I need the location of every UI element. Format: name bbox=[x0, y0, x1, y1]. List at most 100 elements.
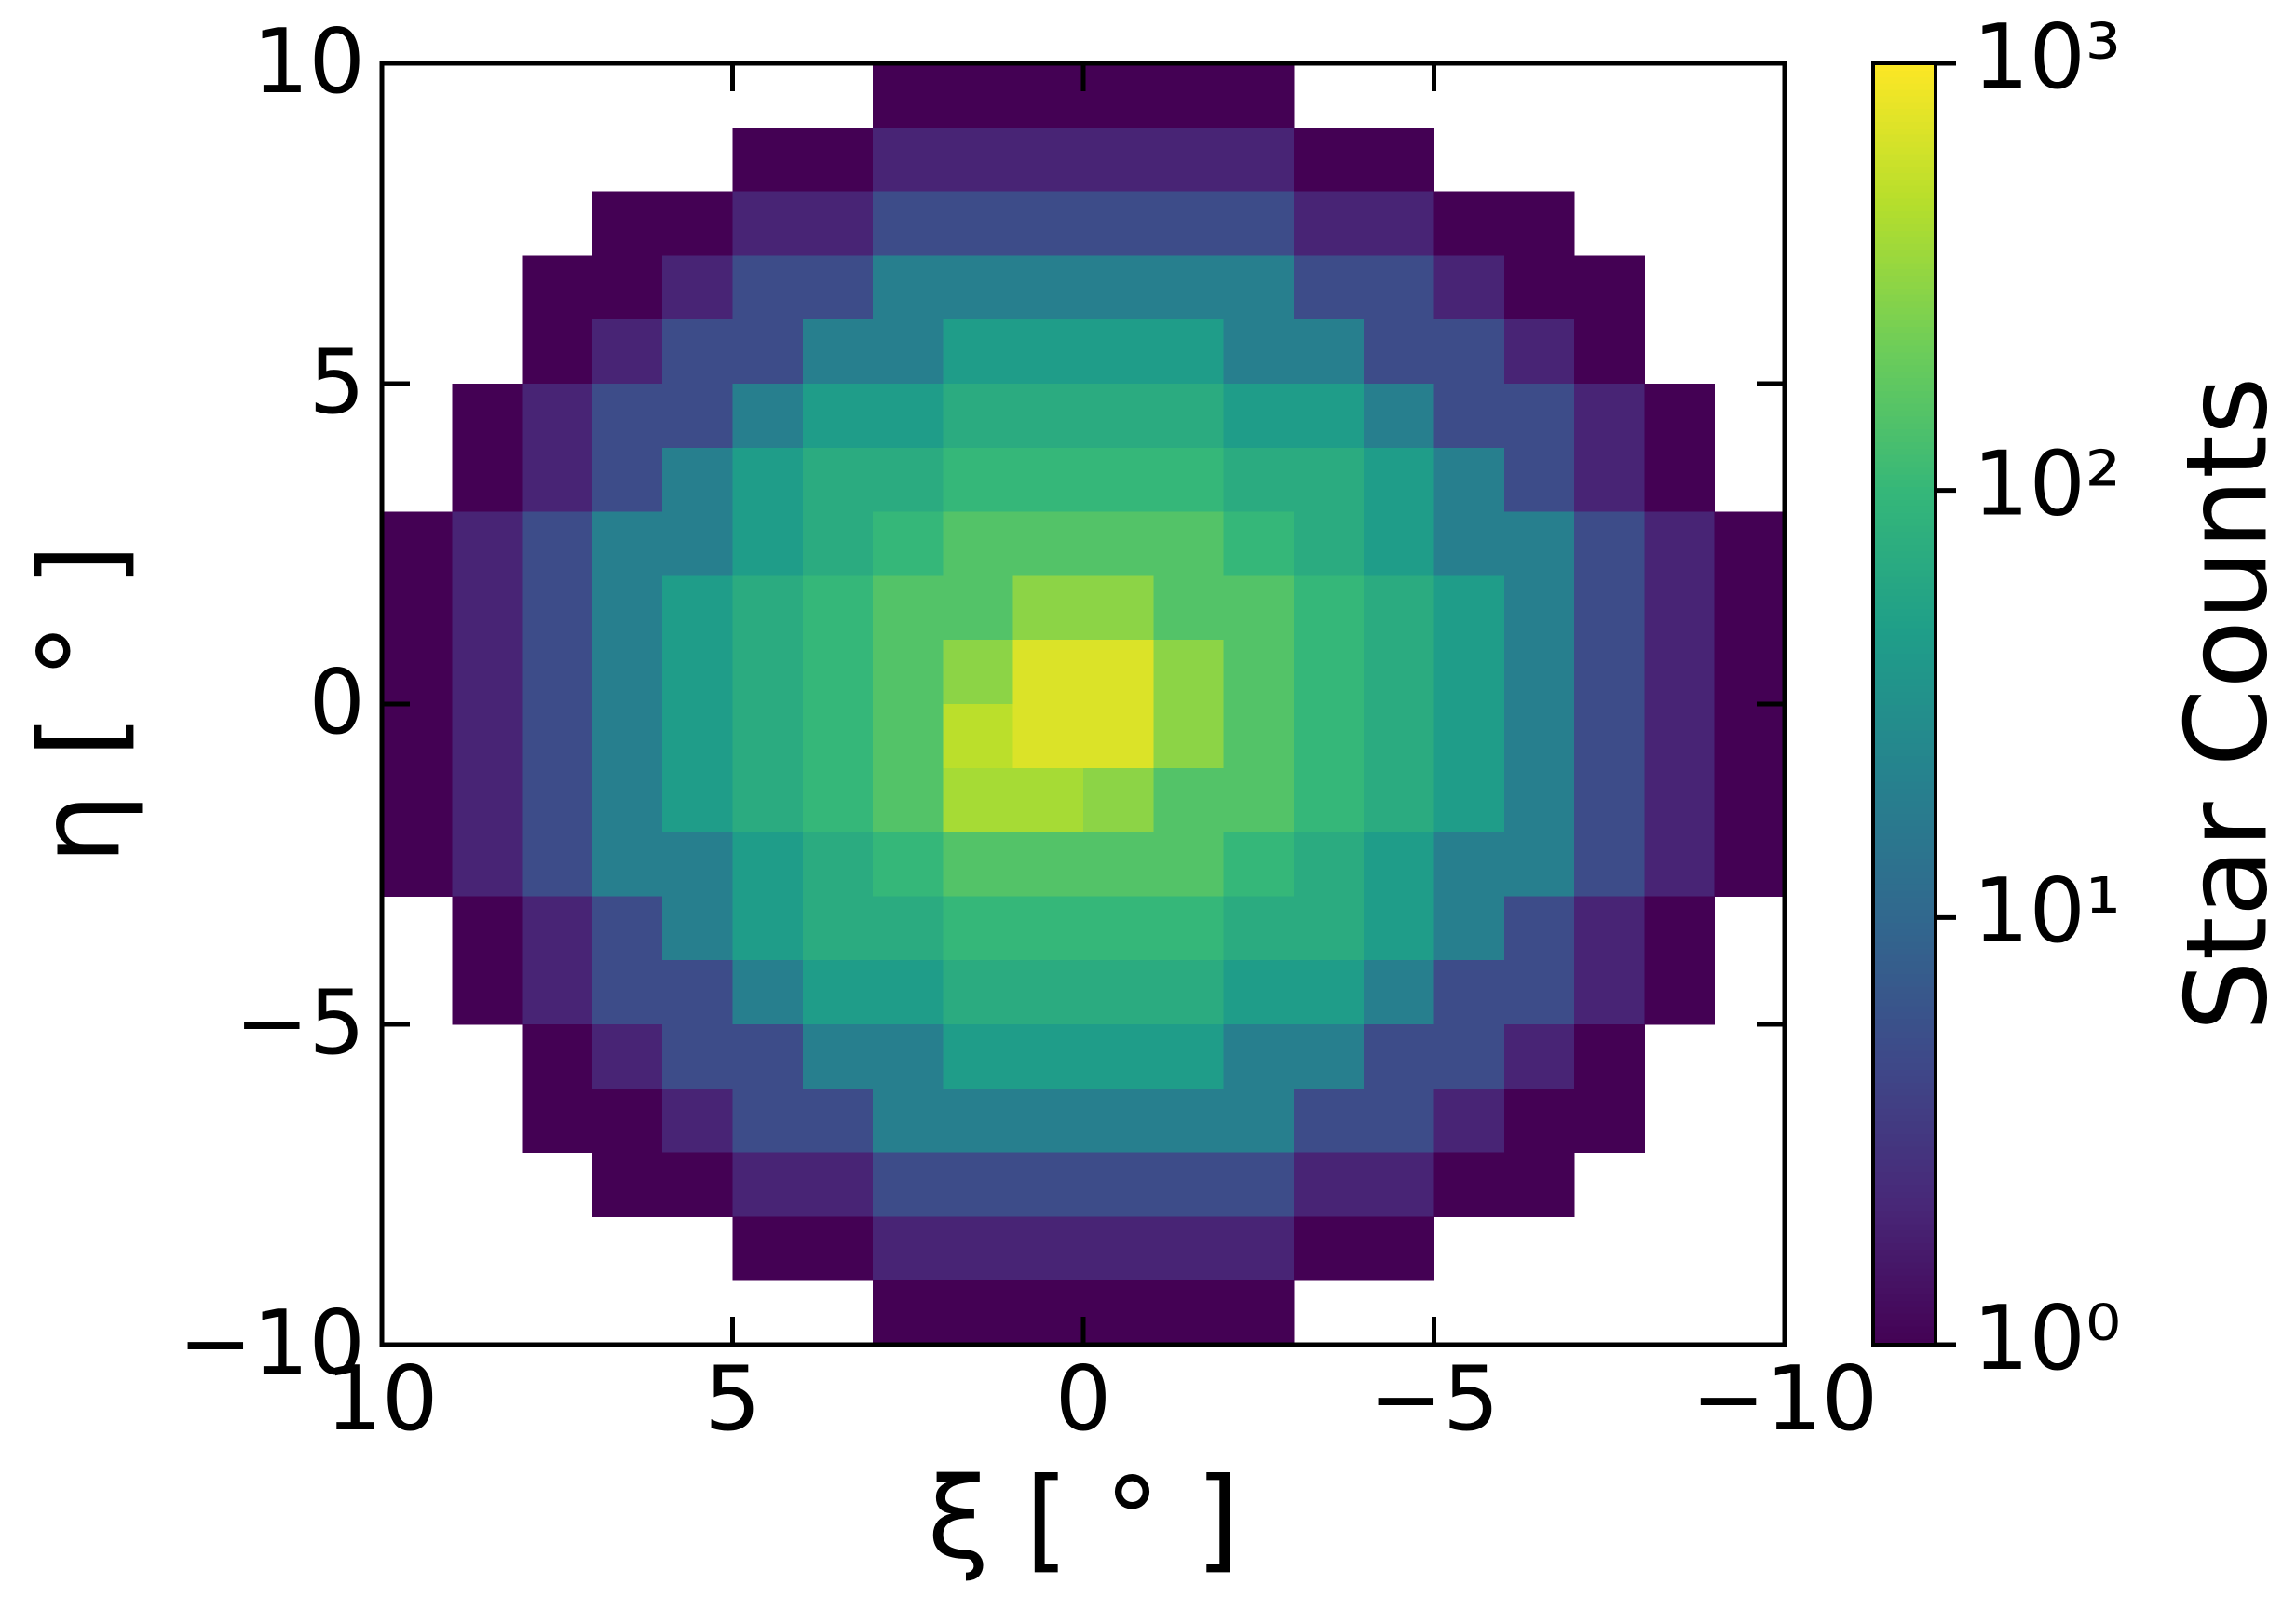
cell bbox=[1644, 704, 1716, 769]
colorbar-tick-label: 10⁰ bbox=[1973, 1288, 2121, 1390]
colorbar-slice bbox=[1873, 1254, 1936, 1263]
cell bbox=[1574, 1024, 1645, 1089]
cell bbox=[802, 704, 874, 769]
cell bbox=[662, 960, 733, 1025]
cell bbox=[1293, 319, 1365, 385]
cell bbox=[1503, 1152, 1575, 1217]
colorbar-slice bbox=[1873, 492, 1936, 500]
cell bbox=[1083, 127, 1154, 193]
cell bbox=[1714, 575, 1786, 641]
cell bbox=[1364, 384, 1434, 449]
colorbar-slice bbox=[1873, 1338, 1936, 1346]
colorbar-slice bbox=[1873, 108, 1936, 116]
cell bbox=[1223, 447, 1295, 513]
cell bbox=[943, 511, 1014, 576]
cell bbox=[1503, 896, 1575, 961]
cell bbox=[1083, 575, 1154, 641]
colorbar-slice bbox=[1873, 544, 1936, 551]
colorbar-slice bbox=[1873, 524, 1936, 533]
cell bbox=[732, 832, 804, 897]
cell bbox=[873, 127, 944, 193]
cell bbox=[1644, 960, 1716, 1025]
colorbar-slice bbox=[1873, 549, 1936, 558]
colorbar-slice bbox=[1873, 268, 1936, 277]
colorbar-slice bbox=[1873, 255, 1936, 264]
colorbar-slice bbox=[1873, 658, 1936, 667]
cell bbox=[1433, 767, 1505, 833]
colorbar-slice bbox=[1873, 985, 1936, 994]
cell bbox=[662, 191, 733, 256]
colorbar-slice bbox=[1873, 171, 1936, 180]
colorbar-slice bbox=[1873, 249, 1936, 257]
colorbar-tick-label: 10² bbox=[1973, 434, 2121, 536]
cell bbox=[522, 384, 593, 449]
cell bbox=[943, 832, 1014, 897]
cell bbox=[1433, 384, 1505, 449]
cell bbox=[1503, 447, 1575, 513]
cell bbox=[1223, 896, 1295, 961]
cell bbox=[1153, 255, 1225, 320]
cell bbox=[1153, 447, 1225, 513]
colorbar-slice bbox=[1873, 1081, 1936, 1089]
cell bbox=[662, 255, 733, 320]
cell bbox=[1083, 511, 1154, 576]
cell bbox=[522, 640, 593, 705]
colorbar-slice bbox=[1873, 511, 1936, 520]
colorbar-slice bbox=[1873, 1145, 1936, 1154]
cell bbox=[1012, 1280, 1084, 1346]
colorbar-slice bbox=[1873, 498, 1936, 507]
colorbar-slice bbox=[1873, 883, 1936, 891]
cell bbox=[1293, 1216, 1365, 1281]
cell bbox=[1714, 767, 1786, 833]
cell bbox=[1574, 960, 1645, 1025]
colorbar-slice bbox=[1873, 601, 1936, 609]
colorbar-slice bbox=[1873, 63, 1936, 71]
cell bbox=[452, 640, 523, 705]
cell bbox=[1153, 896, 1225, 961]
cell bbox=[522, 896, 593, 961]
cell bbox=[1223, 1152, 1295, 1217]
cell bbox=[1364, 767, 1434, 833]
colorbar-slice bbox=[1873, 691, 1936, 699]
cell bbox=[1364, 896, 1434, 961]
colorbar-slice bbox=[1873, 627, 1936, 635]
colorbar-slice bbox=[1873, 140, 1936, 148]
cell bbox=[1364, 191, 1434, 256]
colorbar-slice bbox=[1873, 300, 1936, 308]
colorbar-slice bbox=[1873, 480, 1936, 488]
colorbar-slice bbox=[1873, 95, 1936, 103]
colorbar-slice bbox=[1873, 473, 1936, 481]
cell bbox=[732, 1216, 804, 1281]
cell bbox=[943, 191, 1014, 256]
cell bbox=[873, 767, 944, 833]
cell bbox=[1433, 704, 1505, 769]
cell bbox=[873, 575, 944, 641]
colorbar-slice bbox=[1873, 742, 1936, 751]
cell bbox=[1083, 767, 1154, 833]
colorbar-tick-label: 10³ bbox=[1973, 7, 2121, 109]
cell bbox=[452, 767, 523, 833]
cell bbox=[732, 447, 804, 513]
colorbar-slice bbox=[1873, 858, 1936, 865]
cell bbox=[732, 640, 804, 705]
colorbar-slice bbox=[1873, 684, 1936, 693]
colorbar-slice bbox=[1873, 812, 1936, 820]
colorbar-slice bbox=[1873, 153, 1936, 161]
cell bbox=[1364, 255, 1434, 320]
cell bbox=[1012, 640, 1084, 705]
colorbar-slice bbox=[1873, 671, 1936, 680]
cell bbox=[732, 255, 804, 320]
colorbar-slice bbox=[1873, 755, 1936, 763]
cell bbox=[1153, 1216, 1225, 1281]
colorbar-slice bbox=[1873, 710, 1936, 718]
colorbar-slice bbox=[1873, 967, 1936, 974]
colorbar-slice bbox=[1873, 229, 1936, 237]
colorbar-slice bbox=[1873, 1241, 1936, 1250]
cell bbox=[732, 896, 804, 961]
cell bbox=[1223, 704, 1295, 769]
cell bbox=[1433, 1152, 1505, 1217]
colorbar-slice bbox=[1873, 351, 1936, 359]
cell bbox=[1574, 255, 1645, 320]
colorbar-slice bbox=[1873, 723, 1936, 731]
cell bbox=[1714, 640, 1786, 705]
